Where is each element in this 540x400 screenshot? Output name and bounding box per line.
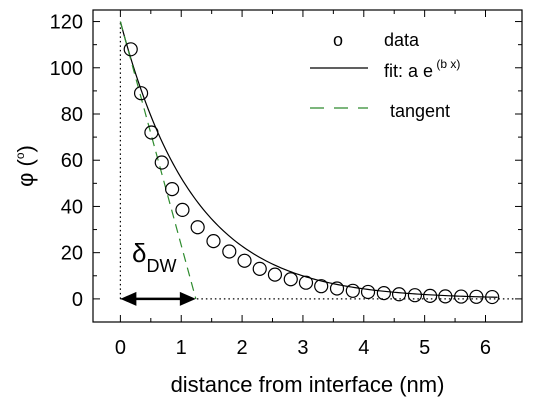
dw-arrow-head-left [120,291,137,306]
y-axis-title: φ (o) [13,145,38,187]
reference-lines [119,21,516,300]
data-point [360,284,376,300]
legend: o data fit: a e (b x) tangent [310,30,460,121]
y-axis-title-main: φ ( [13,158,38,186]
x-tick-label: 0 [115,337,126,359]
data-point [237,253,252,268]
data-point [190,220,205,235]
data-point [298,275,314,290]
legend-label-fit-sup: (b x) [433,57,460,71]
data-point [175,202,190,218]
delta-symbol: δ [132,238,146,268]
data-point [391,287,407,302]
dw-arrow-head-right [179,291,196,306]
fit-curve [119,21,498,298]
y-tick-label: 80 [61,104,83,126]
data-point [252,261,267,276]
legend-symbol-data: o [333,30,343,50]
data-series [123,42,500,305]
data-point [469,289,484,304]
x-tick-label: 1 [176,337,187,359]
y-tick-label: 0 [72,289,83,311]
y-tick-label: 100 [50,58,83,80]
data-point [438,289,453,304]
x-tick-label: 2 [237,337,248,359]
tangent-series [119,21,197,300]
y-tick-label: 20 [61,243,83,265]
data-point [485,289,500,305]
x-tick-label: 5 [419,337,430,359]
y-tick-label: 120 [50,12,83,34]
data-point [314,279,329,294]
delta-dw-label: δDW [132,238,176,276]
data-point [329,281,345,296]
data-point [454,289,469,304]
data-point [206,234,221,249]
plot-frame [92,9,523,323]
data-point [423,288,438,303]
data-point [165,182,180,197]
data-point [376,286,391,301]
y-tick-label: 60 [61,150,83,172]
delta-subscript: DW [146,256,176,276]
legend-label-data: data [384,30,420,50]
data-point [407,288,423,303]
data-point [222,244,237,259]
y-axis-title-tail: ) [13,145,38,152]
tangent-line [119,21,197,300]
data-point [154,155,169,170]
x-tick-label: 3 [297,337,308,359]
legend-label-fit: fit: a e (b x) [384,57,460,81]
legend-label-tangent: tangent [390,101,450,121]
x-axis-title: distance from interface (nm) [171,372,445,397]
data-point [267,267,283,282]
x-tick-label: 6 [480,337,491,359]
legend-label-fit-main: fit: a e [384,61,433,81]
x-tick-label: 4 [358,337,369,359]
data-point [345,283,360,298]
fit-series [119,21,498,298]
y-axis-title-sup: o [13,152,27,159]
data-point [123,42,138,57]
annotation: δDW [120,238,196,306]
data-point [144,125,159,140]
data-point [133,86,149,101]
data-point [283,272,298,287]
y-tick-label: 40 [61,196,83,218]
axis-titles: distance from interface (nm) φ (o) [13,145,444,397]
